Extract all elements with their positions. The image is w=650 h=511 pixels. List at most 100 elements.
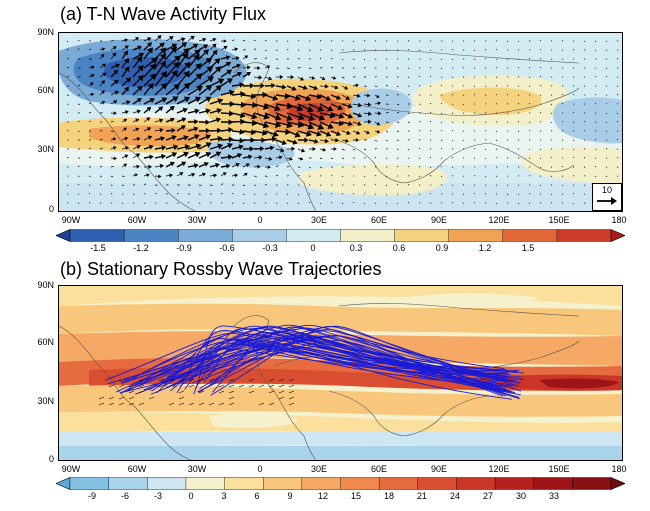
flux-vector-head: [235, 162, 240, 168]
flux-vector: [429, 193, 432, 195]
flux-vector: [231, 164, 238, 168]
flux-vector: [178, 390, 185, 394]
flux-vector: [110, 130, 114, 133]
flux-vector: [429, 157, 432, 159]
flux-vector: [451, 139, 454, 141]
flux-vector: [77, 120, 80, 123]
flux-vector-head: [183, 135, 189, 141]
flux-vector: [268, 402, 275, 406]
flux-vector: [198, 174, 204, 177]
flux-vector: [143, 156, 151, 159]
flux-vector-head: [355, 138, 360, 142]
flux-vector: [616, 138, 619, 141]
flux-vector-head: [123, 57, 130, 64]
flux-vector: [132, 54, 141, 60]
flux-vector-head: [205, 57, 213, 65]
flux-vector: [165, 45, 174, 51]
flux-vector: [143, 76, 154, 87]
flux-vector: [154, 86, 165, 96]
flux-vector: [363, 103, 369, 105]
flux-vector: [231, 57, 237, 60]
flux-vector-head: [345, 138, 349, 143]
colorbar-segment: [417, 477, 457, 490]
flux-vector: [385, 193, 388, 195]
flux-vector: [98, 402, 105, 406]
flux-vector: [121, 184, 124, 186]
flux-vector: [495, 94, 498, 96]
lon-tick: 30W: [187, 215, 207, 225]
flux-vector: [429, 75, 432, 78]
flux-vector: [308, 202, 311, 204]
flux-vector: [198, 78, 210, 87]
flux-vector: [264, 76, 270, 79]
flux-vector: [319, 121, 330, 127]
flux-vector: [154, 137, 162, 141]
flux-vector-head: [125, 110, 129, 115]
flux-vector: [110, 101, 116, 105]
flux-vector: [495, 202, 498, 205]
flux-vector: [143, 50, 151, 60]
flux-vector: [330, 67, 334, 69]
flux-vector: [253, 157, 260, 159]
flux-vector: [506, 94, 509, 96]
flux-vector: [275, 85, 283, 88]
flux-vector: [297, 40, 300, 42]
flux-vector: [154, 165, 161, 168]
flux-vector-head: [183, 96, 191, 103]
flux-vector-head: [112, 52, 117, 57]
flux-vector-head: [193, 126, 199, 132]
flux-vector: [275, 112, 289, 119]
flux-vector-head: [124, 38, 129, 43]
flux-vector-head: [357, 121, 362, 126]
flux-vector-head: [324, 138, 329, 144]
flux-vector: [110, 120, 114, 123]
flux-vector: [165, 65, 177, 78]
flux-vector: [550, 121, 553, 123]
colorbar-end-low: [56, 229, 71, 242]
flux-vector-head: [113, 69, 119, 75]
flux-vector: [363, 148, 367, 151]
flux-vector-head: [300, 76, 304, 81]
reference-vector-box: 10: [592, 183, 622, 211]
flux-vector: [341, 112, 350, 117]
flux-vector: [264, 138, 273, 141]
flux-vector: [198, 39, 204, 42]
flux-vector: [275, 94, 286, 97]
flux-vector: [616, 121, 619, 123]
flux-vector: [264, 112, 277, 119]
flux-vector: [407, 94, 410, 96]
flux-vector: [218, 390, 225, 394]
flux-vector: [495, 49, 498, 51]
flux-vector: [176, 118, 184, 123]
flux-vector: [176, 137, 186, 141]
flux-vector: [561, 165, 564, 168]
flux-vector-head: [214, 66, 222, 73]
flux-vector: [66, 57, 69, 60]
flux-vector-head: [366, 93, 371, 98]
flux-vector-head: [179, 172, 184, 176]
flux-vector: [242, 112, 254, 117]
flux-vector-head: [159, 52, 167, 60]
flux-vector-head: [158, 174, 162, 179]
flux-vector: [165, 37, 172, 42]
flux-vector-head: [266, 65, 271, 69]
lon-tick: 90W: [61, 215, 81, 225]
trajectory-line: [136, 338, 516, 394]
flux-vector: [231, 39, 235, 42]
flux-vector: [572, 93, 575, 96]
flux-vector: [352, 201, 355, 204]
flux-vector-head: [318, 114, 326, 121]
flux-vector: [278, 378, 285, 382]
flux-vector: [154, 44, 163, 51]
flux-vector: [209, 145, 220, 150]
flux-vector: [220, 112, 230, 115]
flux-vector-head: [292, 139, 298, 145]
flux-vector: [209, 137, 219, 141]
lon-tick: 90E: [430, 464, 447, 474]
flux-vector: [253, 112, 266, 118]
flux-vector: [188, 378, 195, 382]
flux-vector-head: [146, 42, 153, 48]
flux-vector-head: [147, 47, 153, 54]
flux-vector-head: [160, 83, 168, 90]
flux-vector: [99, 82, 104, 87]
